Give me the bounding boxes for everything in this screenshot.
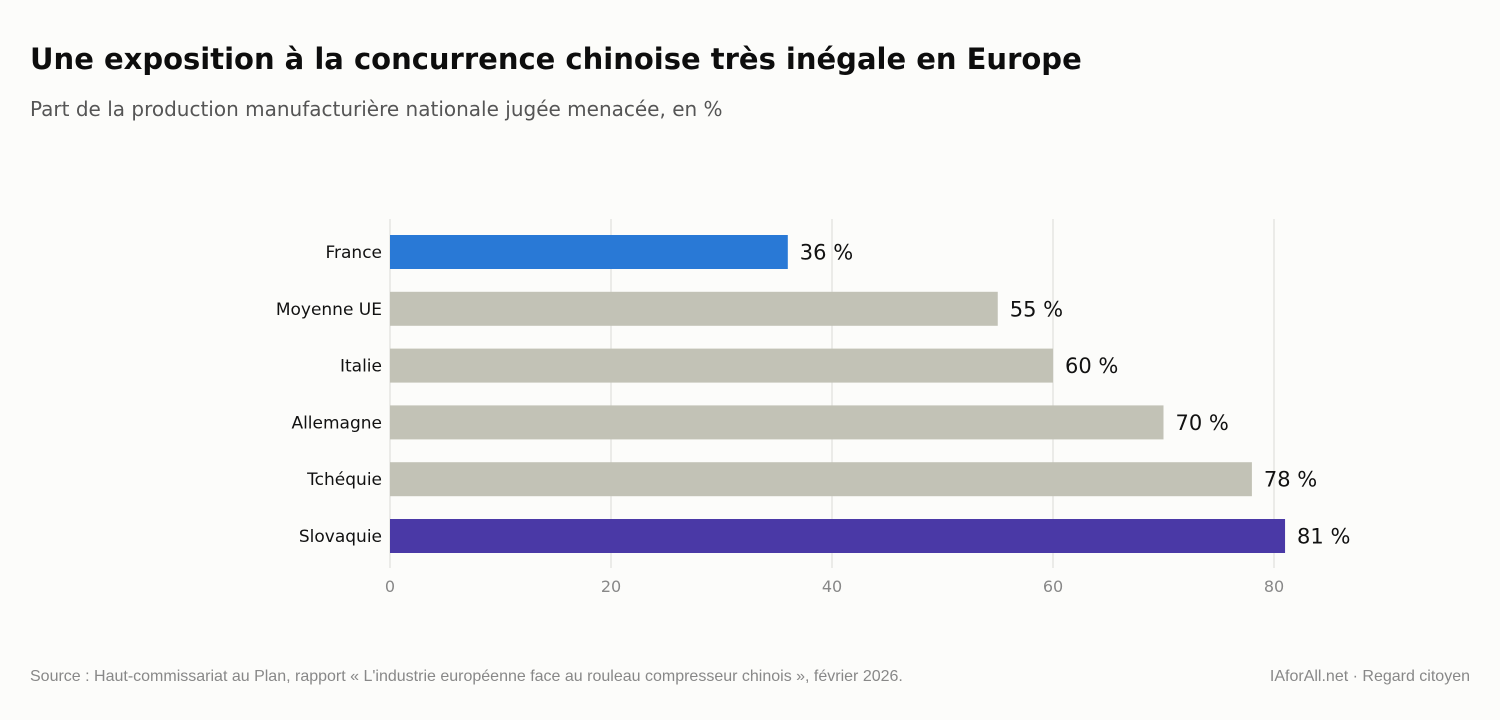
chart-title: Une exposition à la concurrence chinoise… bbox=[30, 42, 1082, 76]
source-note: Source : Haut-commissariat au Plan, rapp… bbox=[30, 668, 903, 685]
bar bbox=[390, 462, 1252, 497]
grid-lines bbox=[389, 219, 1275, 568]
x-tick-label: 0 bbox=[385, 577, 395, 596]
x-tick-label: 80 bbox=[1264, 577, 1284, 596]
credit-note: IAforAll.net · Regard citoyen bbox=[1269, 668, 1470, 685]
bar bbox=[390, 291, 998, 326]
bar bbox=[390, 348, 1053, 383]
bar bbox=[390, 405, 1164, 440]
value-label: 36 % bbox=[800, 241, 853, 265]
bars bbox=[390, 235, 1286, 553]
category-label: France bbox=[325, 243, 382, 263]
labels: 0 20 40 60 80 France 36 % Moyenne UE 55 % Italie 6… bbox=[276, 241, 1351, 597]
category-label: Moyenne UE bbox=[276, 300, 382, 320]
category-label: Slovaquie bbox=[299, 527, 382, 547]
x-tick-label: 40 bbox=[822, 577, 842, 596]
category-label: Italie bbox=[340, 357, 382, 377]
value-label: 70 % bbox=[1176, 411, 1229, 435]
bar bbox=[390, 519, 1286, 553]
category-label: Allemagne bbox=[291, 413, 382, 433]
x-tick-label: 20 bbox=[601, 577, 621, 596]
category-label: Tchéquie bbox=[306, 470, 382, 490]
x-tick-label: 60 bbox=[1043, 577, 1063, 596]
value-label: 81 % bbox=[1297, 525, 1350, 549]
chart-subtitle: Part de la production manufacturière nat… bbox=[30, 97, 723, 121]
value-label: 55 % bbox=[1010, 297, 1063, 321]
value-label: 60 % bbox=[1065, 354, 1118, 378]
bar bbox=[390, 235, 788, 269]
value-label: 78 % bbox=[1264, 468, 1317, 492]
